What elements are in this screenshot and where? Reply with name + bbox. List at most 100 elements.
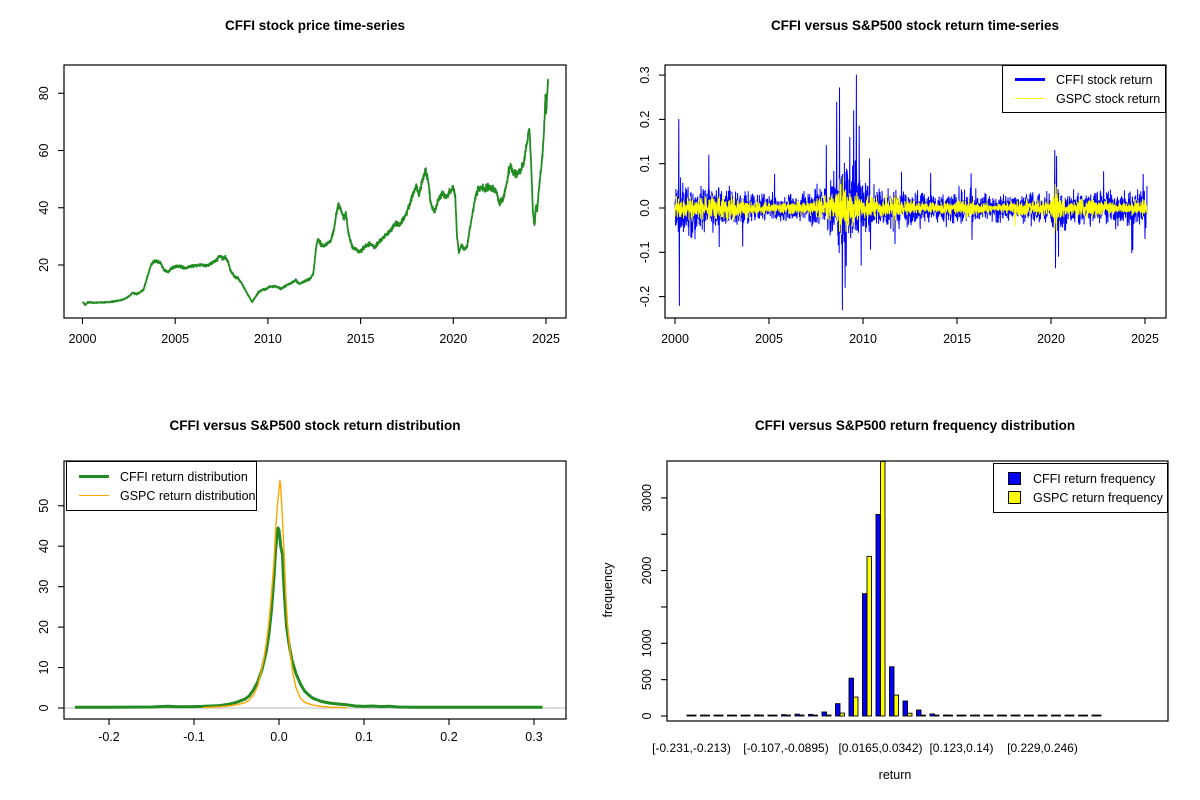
bar xyxy=(880,461,886,717)
legend-item: GSPC stock return xyxy=(1003,91,1165,107)
y-tick-label: 500 xyxy=(640,669,654,690)
bar xyxy=(943,714,949,717)
bar xyxy=(853,696,859,717)
legend-label: GSPC stock return xyxy=(1056,91,1161,106)
y-tick-label: 40 xyxy=(37,539,51,553)
bar xyxy=(1082,714,1088,717)
x-tick-label: 2015 xyxy=(943,332,971,346)
y-tick-label: 30 xyxy=(37,580,51,594)
bar xyxy=(934,714,940,717)
gspc-stock-return-series xyxy=(674,176,1148,235)
bar xyxy=(889,666,895,717)
bar xyxy=(1064,714,1070,717)
bin-label: [0.0165,0.0342) xyxy=(838,741,922,755)
bar xyxy=(713,714,719,717)
panel-return-frequency: CFFI versus S&P500 return frequency dist… xyxy=(600,400,1200,800)
bar xyxy=(1078,714,1084,717)
cffi-return-frequency-bars xyxy=(686,514,1097,717)
legend-line-swatch xyxy=(1015,97,1045,100)
bar xyxy=(772,714,778,717)
x-tick-label: 0.2 xyxy=(440,730,457,744)
returns-chart: 2000 2005 2010 2015 2020 2025 -0.2 -0.1 0.0 0.1 0.… xyxy=(638,64,1167,346)
bar xyxy=(929,713,935,717)
y-tick-label: 2000 xyxy=(640,557,654,585)
plot-box xyxy=(664,64,1167,319)
bar xyxy=(754,714,760,717)
bar xyxy=(808,713,814,717)
bar xyxy=(866,555,872,717)
y-tick-label: 3000 xyxy=(640,484,654,512)
panel-return-timeseries: CFFI versus S&P500 stock return time-ser… xyxy=(600,0,1200,400)
bar xyxy=(988,714,994,717)
legend-line-swatch xyxy=(1015,77,1045,82)
x-axis: 2000 2005 2010 2015 2020 2025 xyxy=(69,318,560,346)
bar xyxy=(947,714,953,717)
legend-label: CFFI stock return xyxy=(1056,72,1153,87)
bar xyxy=(1042,714,1048,717)
x-tick-label: 2010 xyxy=(254,332,282,346)
y-axis-title: frequency xyxy=(601,562,615,618)
x-tick-label: 0.0 xyxy=(270,730,287,744)
bar xyxy=(961,714,967,717)
bar xyxy=(731,714,737,717)
bar xyxy=(983,714,989,717)
bar xyxy=(997,714,1003,717)
plot-box xyxy=(63,64,567,319)
bar xyxy=(686,714,692,717)
legend-line-swatch xyxy=(79,494,109,497)
bar xyxy=(758,714,764,717)
y-tick-label: 0.2 xyxy=(638,111,652,128)
chart-title: CFFI stock price time-series xyxy=(224,18,406,33)
bar xyxy=(916,709,922,717)
bar xyxy=(794,713,800,717)
x-axis: -0.2 -0.1 0.0 0.1 0.2 0.3 xyxy=(98,719,543,744)
bar xyxy=(902,700,908,717)
y-tick-label: 20 xyxy=(37,258,51,272)
y-axis: 0 10 20 30 40 50 xyxy=(37,499,64,711)
y-tick-label: 0 xyxy=(37,704,51,711)
bar xyxy=(1001,714,1007,717)
bin-label: [0.229,0.246) xyxy=(1007,741,1078,755)
y-tick-label: 40 xyxy=(37,201,51,215)
bar xyxy=(812,714,818,717)
bar xyxy=(781,714,787,717)
bin-label: [-0.231,-0.213) xyxy=(652,741,731,755)
chart-title: CFFI versus S&P500 return frequency dist… xyxy=(754,418,1076,433)
bar xyxy=(1096,714,1102,717)
bar xyxy=(1015,714,1021,717)
y-tick-label: 1000 xyxy=(640,629,654,657)
x-tick-label: 2025 xyxy=(532,332,560,346)
y-tick-label: 60 xyxy=(37,144,51,158)
bar xyxy=(970,714,976,717)
frequency-chart: 0 500 1000 2000 3000 [-0.231,-0.213) [-0.107,-… xyxy=(601,460,1169,782)
gspc-return-distribution-curve xyxy=(202,479,348,709)
bar xyxy=(875,514,881,717)
bar xyxy=(704,714,710,717)
y-tick-label: -0.2 xyxy=(638,286,652,308)
legend: CFFI stock return GSPC stock return xyxy=(1002,65,1166,113)
bar xyxy=(1024,714,1030,717)
legend-box-swatch xyxy=(1008,472,1021,485)
bar xyxy=(907,712,913,717)
x-axis: 2000 2005 2010 2015 2020 2025 xyxy=(661,318,1159,346)
bar xyxy=(785,714,791,717)
bar xyxy=(893,694,899,717)
x-tick-label: 2020 xyxy=(1037,332,1065,346)
bar xyxy=(920,714,926,717)
y-axis: -0.2 -0.1 0.0 0.1 0.2 0.3 xyxy=(638,66,665,307)
legend: CFFI return frequency GSPC return freque… xyxy=(993,463,1168,513)
x-tick-label: 2010 xyxy=(849,332,877,346)
y-tick-label: 0.3 xyxy=(638,66,652,83)
x-tick-label: 2005 xyxy=(161,332,189,346)
bar xyxy=(1055,714,1061,717)
x-tick-label: -0.1 xyxy=(183,730,205,744)
bar xyxy=(767,714,773,717)
panel-return-distribution: CFFI versus S&P500 stock return distribu… xyxy=(0,400,600,800)
x-tick-label: 2015 xyxy=(347,332,375,346)
bar xyxy=(1091,714,1097,717)
y-tick-label: 0.0 xyxy=(638,199,652,216)
y-tick-label: -0.1 xyxy=(638,241,652,263)
cffi-return-distribution-curve xyxy=(75,526,543,709)
legend: CFFI return distribution GSPC return dis… xyxy=(66,461,257,511)
